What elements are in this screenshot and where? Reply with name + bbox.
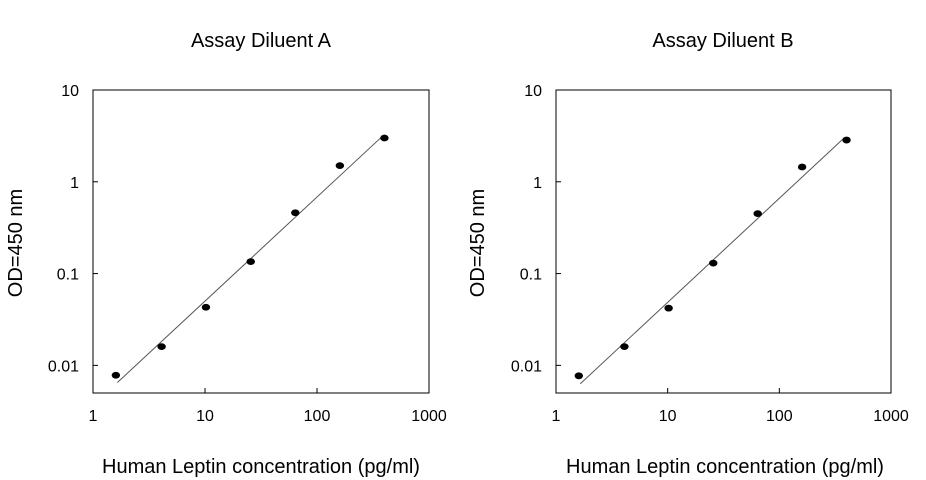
x-tick-label: 1000 <box>873 408 909 425</box>
x-tick-label: 1000 <box>411 408 447 425</box>
x-axis-label: Human Leptin concentration (pg/ml) <box>566 456 884 478</box>
data-point <box>291 209 300 217</box>
x-tick-label: 100 <box>766 408 793 425</box>
chart-title: Assay Diluent A <box>191 30 332 52</box>
y-tick-label: 0.01 <box>511 358 542 375</box>
y-axis-label: OD=450 nm <box>467 189 489 297</box>
data-point <box>753 210 762 218</box>
data-point <box>201 303 211 311</box>
y-tick-label: 10 <box>524 83 542 100</box>
x-tick-label: 1 <box>552 408 561 425</box>
data-point <box>842 136 851 144</box>
chart-panel-b: Assay Diluent B OD=450 nm Human Leptin c… <box>467 30 909 478</box>
data-point <box>335 162 345 170</box>
y-tick-label: 0.1 <box>57 267 79 284</box>
data-point <box>574 372 583 380</box>
y-axis-label: OD=450 nm <box>5 189 27 297</box>
plot-frame <box>555 89 892 394</box>
data-point <box>797 163 807 171</box>
data-point <box>380 134 389 142</box>
x-tick-label: 1 <box>89 408 98 425</box>
y-tick-label: 1 <box>533 175 542 192</box>
data-point <box>620 343 629 351</box>
chart-title: Assay Diluent B <box>652 30 793 52</box>
x-tick-label: 10 <box>196 408 214 425</box>
y-tick-label: 10 <box>61 83 79 100</box>
data-point <box>664 304 673 312</box>
y-tick-label: 0.01 <box>48 358 79 375</box>
y-tick-label: 1 <box>70 175 79 192</box>
y-tick-label: 0.1 <box>520 267 542 284</box>
data-point <box>111 371 121 379</box>
plot-marks: 0.01 0.1 1 10 1 10 100 1000 <box>48 83 447 425</box>
data-point <box>709 259 718 267</box>
data-point <box>246 258 255 266</box>
plot-marks: 0.01 0.1 1 10 1 10 100 1000 <box>511 83 909 425</box>
x-tick-label: 100 <box>304 408 331 425</box>
chart-panel-a: Assay Diluent A OD=450 nm Human Leptin c… <box>5 30 447 478</box>
plot-frame <box>92 89 430 394</box>
x-tick-label: 10 <box>659 408 677 425</box>
x-axis-label: Human Leptin concentration (pg/ml) <box>102 456 420 478</box>
data-point <box>157 343 166 351</box>
